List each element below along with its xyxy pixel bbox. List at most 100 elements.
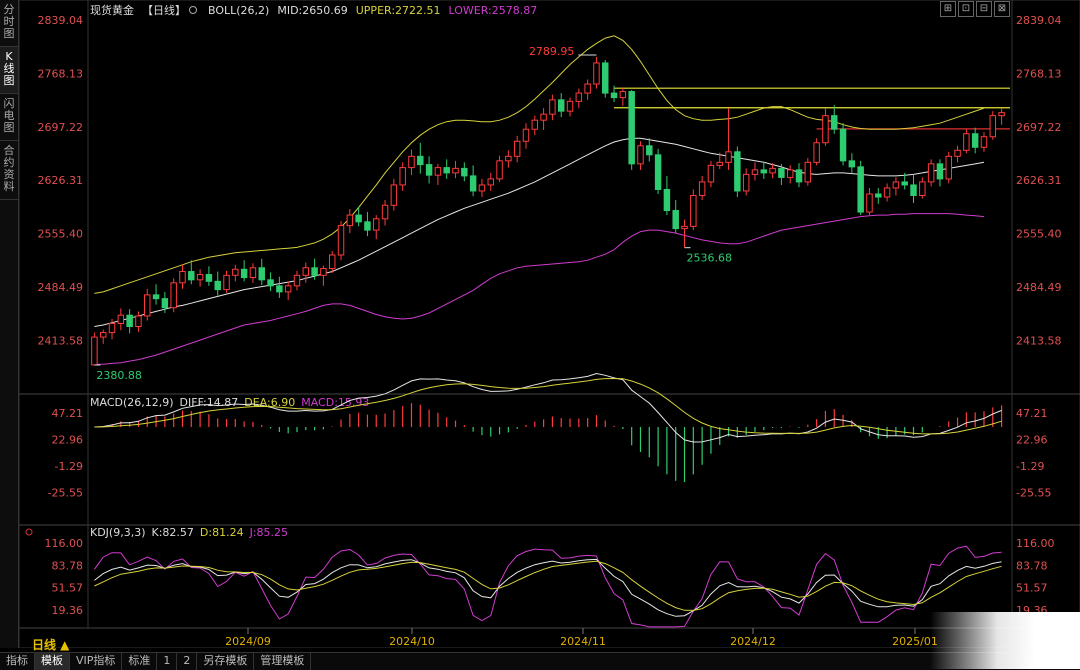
bottom-tab-1[interactable]: 模板 — [35, 653, 70, 670]
bottom-tab-3[interactable]: 标准 — [122, 653, 158, 670]
toolbar-button-0[interactable]: ⊞ — [940, 1, 956, 17]
sidebar-item-3[interactable]: 合约资料 — [0, 141, 18, 200]
candle-body — [681, 225, 688, 230]
price-tick-left-4: 2555.40 — [38, 228, 84, 241]
candle-body — [170, 282, 177, 309]
bottom-tab-0[interactable]: 指标 — [0, 653, 35, 670]
bottom-tab-5[interactable]: 2 — [177, 653, 198, 670]
candle — [399, 162, 406, 191]
bottom-tab-2[interactable]: VIP指标 — [70, 653, 123, 670]
header-upper-label: UPPER:2722.51 — [356, 4, 441, 17]
candle — [980, 132, 988, 152]
candle-body — [602, 62, 609, 94]
header-boll-label: BOLL(26,2) — [208, 4, 269, 17]
candle — [813, 138, 820, 166]
bottom-tab-4[interactable]: 1 — [157, 653, 178, 670]
candle-body — [108, 322, 116, 334]
candle-body — [531, 119, 539, 130]
candle — [725, 108, 732, 170]
candle — [311, 258, 318, 280]
candle — [284, 281, 292, 301]
candle-body — [848, 160, 856, 168]
candle — [936, 159, 944, 187]
candle-body — [637, 145, 644, 165]
candle-body — [584, 83, 591, 94]
candle-body — [672, 210, 679, 230]
macd-header-macd-label: MACD:15.93 — [301, 396, 369, 409]
bottom-tab-7[interactable]: 管理模板 — [254, 653, 312, 670]
toolbar-button-1[interactable]: ⊡ — [958, 1, 974, 17]
candle — [804, 157, 812, 186]
candle-body — [99, 332, 107, 338]
price-tick-right-4: 2555.40 — [1016, 228, 1062, 241]
candle-body — [734, 151, 741, 192]
header-lower-label: LOWER:2578.87 — [449, 4, 538, 17]
candle-body — [223, 274, 230, 291]
sidebar-item-1[interactable]: K线图 — [0, 47, 18, 94]
candle — [179, 264, 186, 289]
candle-body — [249, 267, 257, 279]
candle — [91, 332, 98, 366]
candle-body — [619, 91, 627, 99]
candle-body — [566, 100, 574, 112]
chart-canvas[interactable]: 现货黄金 【日线】 BOLL(26,2) MID:2650.69 UPPER:2722.… — [0, 0, 1080, 648]
candle — [373, 215, 380, 240]
candle — [496, 155, 503, 182]
header-symbol: 现货黄金 — [90, 3, 134, 17]
candle — [610, 85, 618, 103]
candle-body — [778, 167, 785, 178]
candle-body — [822, 115, 829, 144]
candle — [302, 262, 310, 283]
candle-body — [461, 167, 468, 177]
sidebar-item-2[interactable]: 闪电图 — [0, 94, 18, 141]
candle-body — [769, 167, 776, 174]
candle-body — [417, 155, 424, 166]
candle — [707, 160, 715, 188]
sidebar-item-0[interactable]: 分时图 — [0, 0, 18, 47]
candle — [989, 111, 997, 140]
date-tick-0: 2024/09 — [225, 635, 271, 648]
candle — [355, 206, 362, 227]
candle-body — [813, 142, 820, 163]
kdj-header-label: KDJ(9,3,3) — [90, 526, 146, 539]
macd-dea-line — [94, 377, 1002, 435]
macd-header-dea-label: DEA:6.90 — [244, 396, 295, 409]
candle — [214, 271, 221, 296]
candle — [425, 156, 433, 184]
candle — [144, 288, 151, 321]
candle — [540, 108, 547, 130]
candle — [328, 251, 336, 274]
candle — [831, 105, 838, 134]
kdj-tick-left-3: 19.36 — [52, 604, 84, 617]
candle-body — [205, 274, 213, 282]
bottom-tab-6[interactable]: 另存模板 — [197, 653, 255, 670]
chart-toolbar: ⊞ ⊡ ⊟ ⊠ — [940, 1, 1010, 17]
macd-tick-left-1: 22.96 — [52, 434, 84, 447]
macd-header-label: MACD(26,12,9) — [90, 396, 174, 409]
candle-body — [505, 155, 512, 162]
toolbar-button-2[interactable]: ⊟ — [976, 1, 992, 17]
candle-body — [390, 184, 398, 206]
candle-body — [910, 184, 917, 196]
candle — [364, 212, 371, 237]
candle-body — [434, 167, 442, 176]
candle-body — [373, 218, 380, 231]
period-selector[interactable]: 日线 ▲ — [32, 638, 70, 652]
candle-body — [443, 167, 450, 174]
candle-body — [663, 188, 671, 212]
candle — [786, 165, 794, 184]
annotation-0: 2789.95 — [529, 45, 575, 58]
candle — [646, 138, 653, 162]
candle — [223, 270, 230, 293]
kdj-tick-right-2: 51.57 — [1016, 582, 1048, 595]
candle-body — [980, 136, 988, 148]
date-tick-1: 2024/10 — [389, 635, 435, 648]
toolbar-button-3[interactable]: ⊠ — [994, 1, 1010, 17]
candle-body — [135, 315, 142, 328]
kdj-tick-right-1: 83.78 — [1016, 559, 1048, 572]
macd-tick-right-1: 22.96 — [1016, 434, 1048, 447]
candle — [232, 264, 239, 282]
kdj-tick-right-3: 19.36 — [1016, 604, 1048, 617]
candle — [892, 177, 900, 196]
candle-body — [328, 254, 336, 270]
